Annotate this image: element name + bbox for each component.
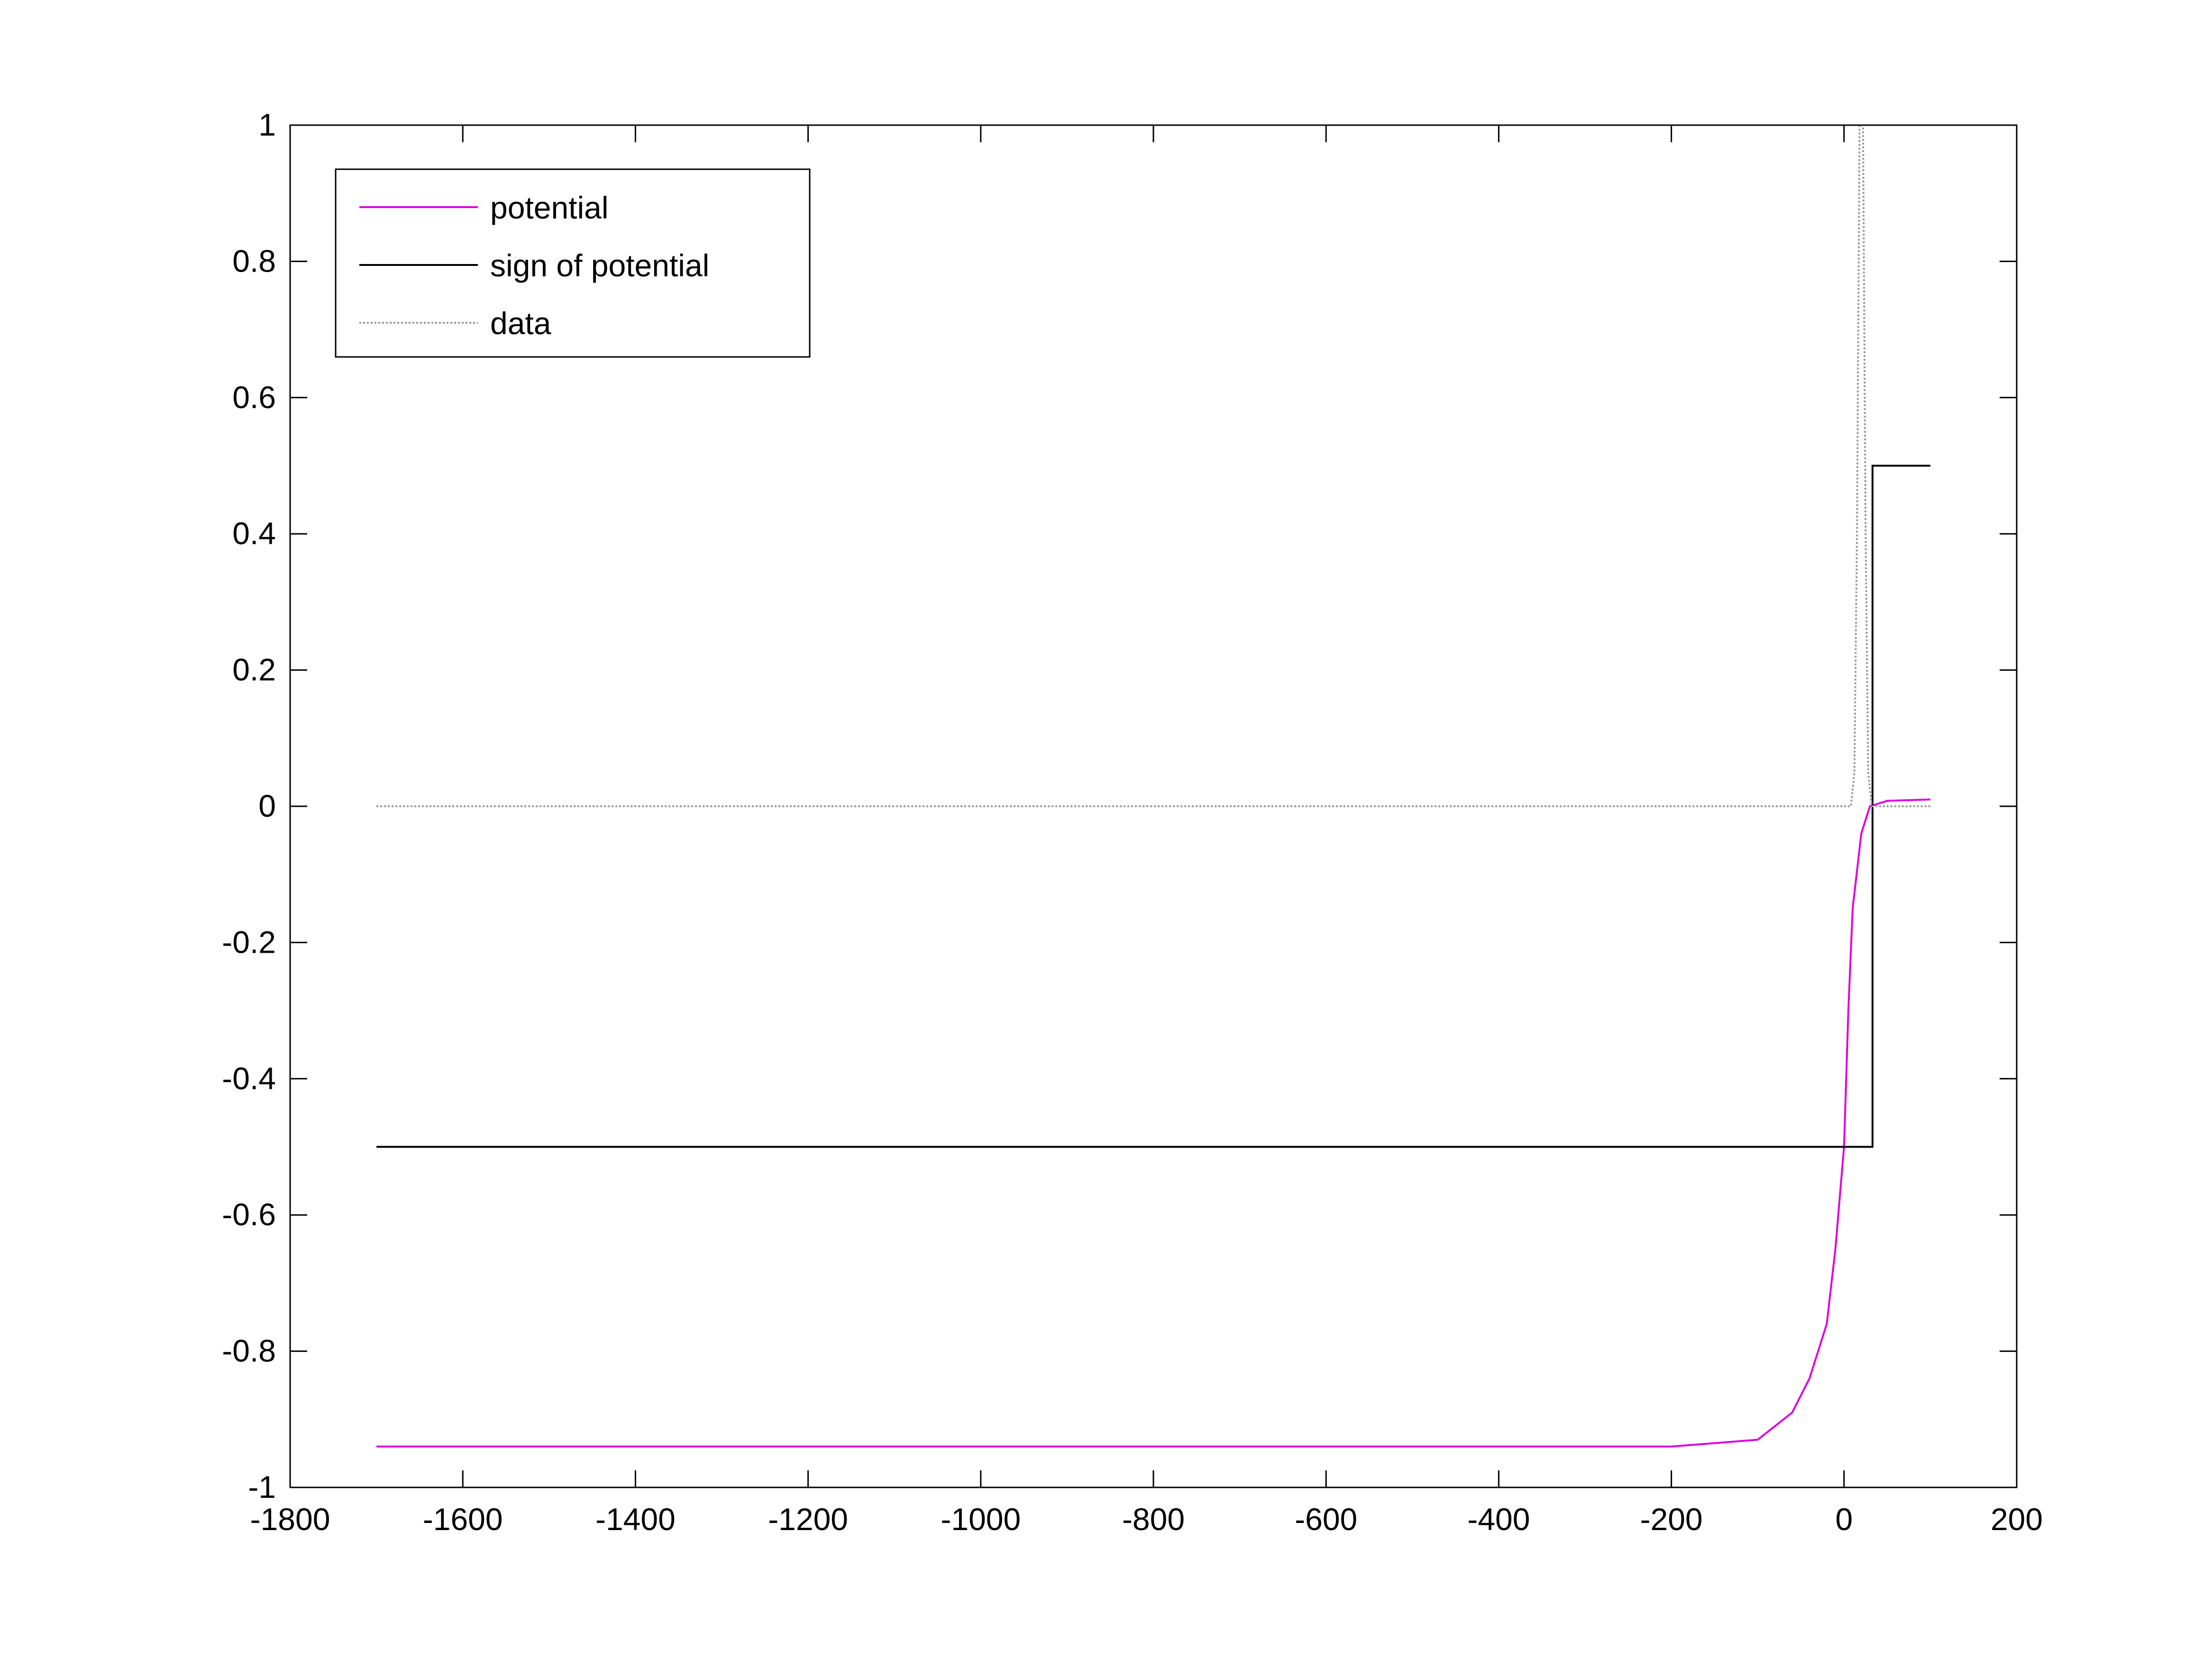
legend-label: sign of potential: [490, 248, 709, 283]
y-tick-label: -1: [248, 1469, 276, 1504]
y-tick-label: 0.4: [232, 516, 276, 551]
y-tick-label: 0.6: [232, 380, 276, 415]
x-tick-label: 0: [1835, 1502, 1853, 1537]
x-tick-label: -1800: [250, 1502, 330, 1537]
legend-box: [335, 168, 811, 358]
y-tick-label: 0.8: [232, 243, 276, 278]
y-tick-label: -0.6: [222, 1197, 276, 1232]
legend-label: potential: [490, 190, 609, 225]
x-tick-label: -1600: [423, 1502, 503, 1537]
x-tick-label: 200: [1991, 1502, 2043, 1537]
y-tick-label: -0.4: [222, 1061, 276, 1096]
x-tick-label: -1400: [595, 1502, 676, 1537]
y-tick-label: 0.2: [232, 652, 276, 687]
x-tick-label: -400: [1467, 1502, 1530, 1537]
y-tick-label: 0: [258, 788, 276, 823]
y-tick-label: -0.2: [222, 924, 276, 959]
series-line: [376, 125, 1930, 807]
x-tick-label: -200: [1640, 1502, 1703, 1537]
y-tick-label: 1: [258, 107, 276, 142]
x-tick-label: -800: [1122, 1502, 1185, 1537]
plot-frame: [289, 124, 2018, 1488]
legend-label: data: [490, 306, 551, 341]
x-tick-label: -1000: [941, 1502, 1021, 1537]
plot-area: [376, 125, 1930, 1448]
series-line: [376, 798, 1930, 1448]
x-tick-label: -1200: [768, 1502, 848, 1537]
x-tick-label: -600: [1295, 1502, 1357, 1537]
y-tick-label: -0.8: [222, 1333, 276, 1368]
